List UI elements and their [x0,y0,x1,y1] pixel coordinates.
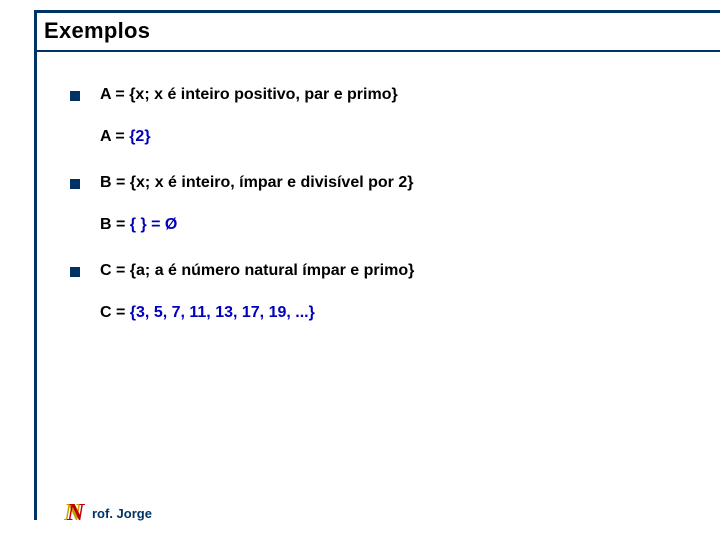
header-rule-top [34,10,720,13]
header-rule-bottom [34,50,720,52]
bullet-icon [70,91,80,101]
item-main-text: C = {a; a é número natural ímpar e primo… [100,262,414,280]
list-item: C = {a; a é número natural ímpar e primo… [70,262,690,280]
logo-icon: N N [64,500,90,526]
item-sub-value: { } = Ø [130,216,178,233]
bullet-icon [70,267,80,277]
content-area: A = {x; x é inteiro positivo, par e prim… [70,86,690,350]
item-sub: C = {3, 5, 7, 11, 13, 17, 19, ...} [100,304,690,322]
list-item: A = {x; x é inteiro positivo, par e prim… [70,86,690,104]
footer: N N rof. Jorge [64,500,152,526]
item-sub-value: {2} [129,128,150,145]
item-main-text: B = {x; x é inteiro, ímpar e divisível p… [100,174,413,192]
list-item: B = {x; x é inteiro, ímpar e divisível p… [70,174,690,192]
item-sub: A = {2} [100,128,690,146]
item-sub-prefix: A = [100,128,129,145]
logo-letter-front: N [67,500,84,527]
item-sub: B = { } = Ø [100,216,690,234]
item-sub-value: {3, 5, 7, 11, 13, 17, 19, ...} [130,304,315,321]
footer-author: rof. Jorge [92,506,152,521]
item-main-text: A = {x; x é inteiro positivo, par e prim… [100,86,398,104]
item-sub-prefix: C = [100,304,130,321]
page-title: Exemplos [44,18,150,44]
item-sub-prefix: B = [100,216,130,233]
vertical-rule [34,10,37,520]
bullet-icon [70,179,80,189]
